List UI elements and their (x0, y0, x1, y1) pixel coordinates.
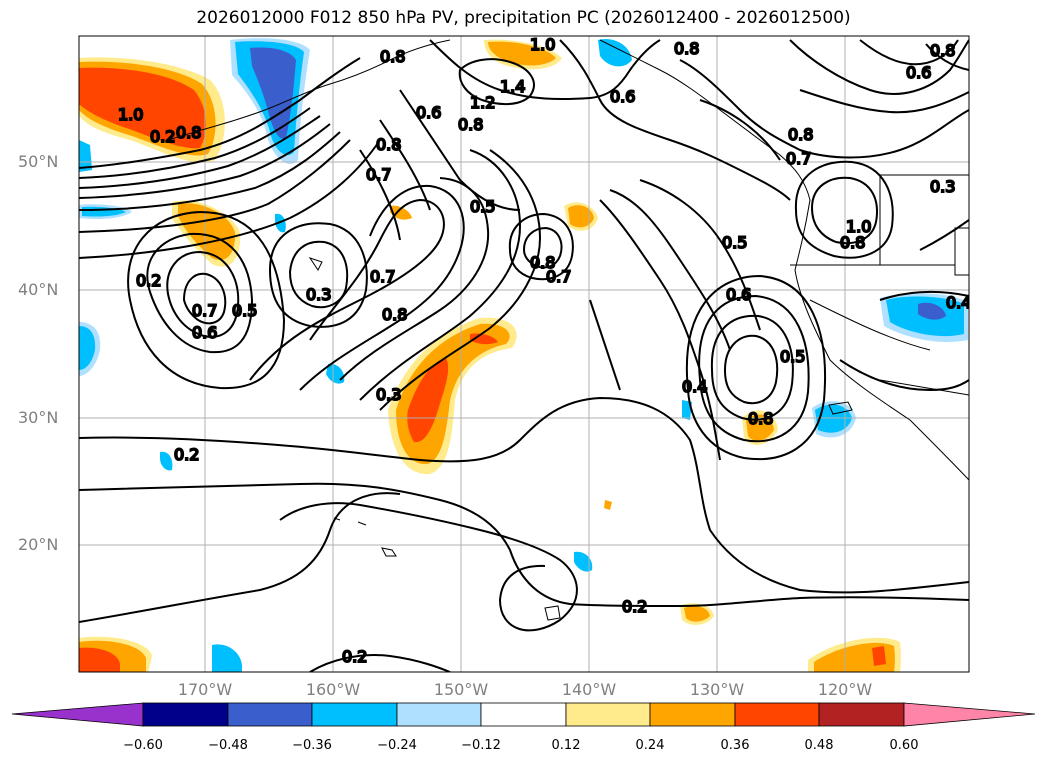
contour-label: 0.8 (748, 409, 773, 428)
contour-label: 0.8 (674, 39, 699, 58)
contour-label: 0.8 (382, 305, 407, 324)
lat-label: 20°N (18, 535, 59, 554)
contour-label: 0.2 (174, 445, 199, 464)
precip-positive-area (746, 414, 774, 441)
contour-label: 0.2 (136, 271, 161, 290)
precip-positive-area (79, 67, 207, 149)
map-title: 2026012000 F012 850 hPa PV, precipitatio… (196, 8, 851, 28)
colorbar-extend-high (903, 702, 1036, 727)
contour-label: 0.6 (610, 87, 635, 106)
precip-negative-area (250, 47, 296, 139)
precip-negative-area (160, 451, 173, 471)
precip-negative-area (918, 302, 946, 320)
contour-label: 0.6 (906, 63, 931, 82)
precip-positive-area (872, 646, 886, 666)
contour-label: 0.7 (192, 301, 217, 320)
contour-label: 1.4 (500, 77, 525, 96)
colorbar-tick-label: 0.36 (720, 738, 750, 753)
precip-negative-area (326, 363, 345, 384)
contour-label: 0.2 (342, 647, 367, 666)
precip-negative-area (598, 38, 632, 67)
precip-negative-area (574, 551, 593, 572)
precip-positive-area (604, 500, 612, 510)
colorbar-tick-label: 0.12 (551, 738, 581, 753)
map-frame (78, 35, 970, 673)
contour-label: 0.2 (622, 597, 647, 616)
precip-shading (79, 38, 968, 672)
map-panel: 1.0 0.2 0.8 0.2 0.7 0.6 0.5 0.3 0.7 0.8 … (79, 35, 971, 672)
colorbar-segment (649, 702, 736, 727)
contour-label: 1.0 (118, 105, 143, 124)
contour-label: 0.8 (376, 135, 401, 154)
precip-negative-area (79, 140, 92, 172)
contour-label: 0.5 (232, 301, 257, 320)
pv-contours: 1.0 0.2 0.8 0.2 0.7 0.6 0.5 0.3 0.7 0.8 … (79, 35, 971, 672)
colorbar-segment (565, 702, 651, 727)
contour-label: 0.7 (366, 165, 391, 184)
contour-label: 0.6 (192, 323, 217, 342)
contour-label: 0.8 (458, 115, 483, 134)
colorbar-extend-low (11, 702, 144, 727)
lat-label: 50°N (18, 152, 59, 171)
contour-label: 0.8 (930, 41, 955, 60)
colorbar-tick-label: −0.48 (208, 738, 248, 753)
contour-label: 0.6 (416, 103, 441, 122)
contour-label: 0.8 (530, 253, 555, 272)
contour-label: 1.2 (470, 93, 495, 112)
contour-label: 1.0 (846, 217, 871, 236)
contour-label: 0.4 (946, 293, 971, 312)
lat-label: 40°N (18, 280, 59, 299)
precip-positive-area (407, 358, 449, 443)
coastlines (167, 39, 969, 621)
precip-positive-area (79, 647, 120, 672)
contour-label: 1.0 (530, 35, 555, 54)
lon-label: 160°W (305, 680, 361, 699)
lon-label: 140°W (561, 680, 617, 699)
contour-label: 0.8 (840, 233, 865, 252)
lat-label: 30°N (18, 408, 59, 427)
colorbar-tick-label: −0.60 (123, 738, 163, 753)
precip-positive-area (684, 606, 710, 622)
contour-label: 0.5 (470, 197, 495, 216)
colorbar-tick-label: −0.12 (461, 738, 501, 753)
colorbar-tick-label: 0.60 (889, 738, 919, 753)
contour-label: 0.7 (546, 267, 571, 286)
precip-negative-area (212, 644, 242, 672)
lon-label: 120°W (817, 680, 873, 699)
precip-positive-area (488, 41, 556, 66)
precip-positive-area (568, 205, 594, 228)
contour-label: 0.3 (930, 177, 955, 196)
colorbar-tick-label: 0.24 (635, 738, 665, 753)
contour-label: 0.8 (788, 125, 813, 144)
contour-label: 0.5 (780, 347, 805, 366)
colorbar-segment (734, 702, 820, 727)
contour-label: 0.4 (682, 377, 707, 396)
colorbar-segment (227, 702, 313, 727)
contour-label: 0.3 (376, 385, 401, 404)
lon-label: 150°W (433, 680, 489, 699)
contour-label: 0.8 (176, 123, 201, 142)
colorbar-tick-label: 0.48 (804, 738, 834, 753)
colorbar-segment (480, 702, 567, 727)
colorbar-tick-label: −0.24 (377, 738, 417, 753)
contour-label: 0.7 (786, 149, 811, 168)
contour-label: 0.3 (306, 285, 331, 304)
contour-label: 0.7 (370, 267, 395, 286)
colorbar-segment (396, 702, 482, 727)
lon-label: 170°W (177, 680, 233, 699)
colorbar-segment (311, 702, 398, 727)
contour-label: 0.2 (150, 127, 175, 146)
colorbar-segment (818, 702, 905, 727)
colorbar-segment (142, 702, 229, 727)
contour-label: 0.6 (726, 285, 751, 304)
lon-label: 130°W (689, 680, 745, 699)
contour-label: 0.5 (722, 233, 747, 252)
colorbar (11, 702, 1036, 727)
precip-negative-area (79, 326, 96, 370)
precip-positive-area (390, 205, 412, 220)
contour-label: 0.8 (380, 47, 405, 66)
colorbar-tick-label: −0.36 (292, 738, 332, 753)
